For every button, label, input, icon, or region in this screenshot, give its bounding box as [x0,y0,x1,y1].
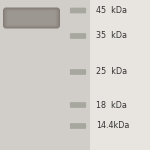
FancyBboxPatch shape [70,102,86,108]
Text: 45  kDa: 45 kDa [96,6,127,15]
Text: 35  kDa: 35 kDa [96,32,127,40]
FancyBboxPatch shape [3,8,60,29]
Text: 25  kDa: 25 kDa [96,68,127,76]
FancyBboxPatch shape [4,8,59,28]
FancyBboxPatch shape [4,9,58,27]
FancyBboxPatch shape [70,69,86,75]
FancyBboxPatch shape [70,33,86,39]
FancyBboxPatch shape [70,8,86,13]
FancyBboxPatch shape [70,123,86,129]
Text: 18  kDa: 18 kDa [96,100,127,109]
Text: 14.4kDa: 14.4kDa [96,122,129,130]
